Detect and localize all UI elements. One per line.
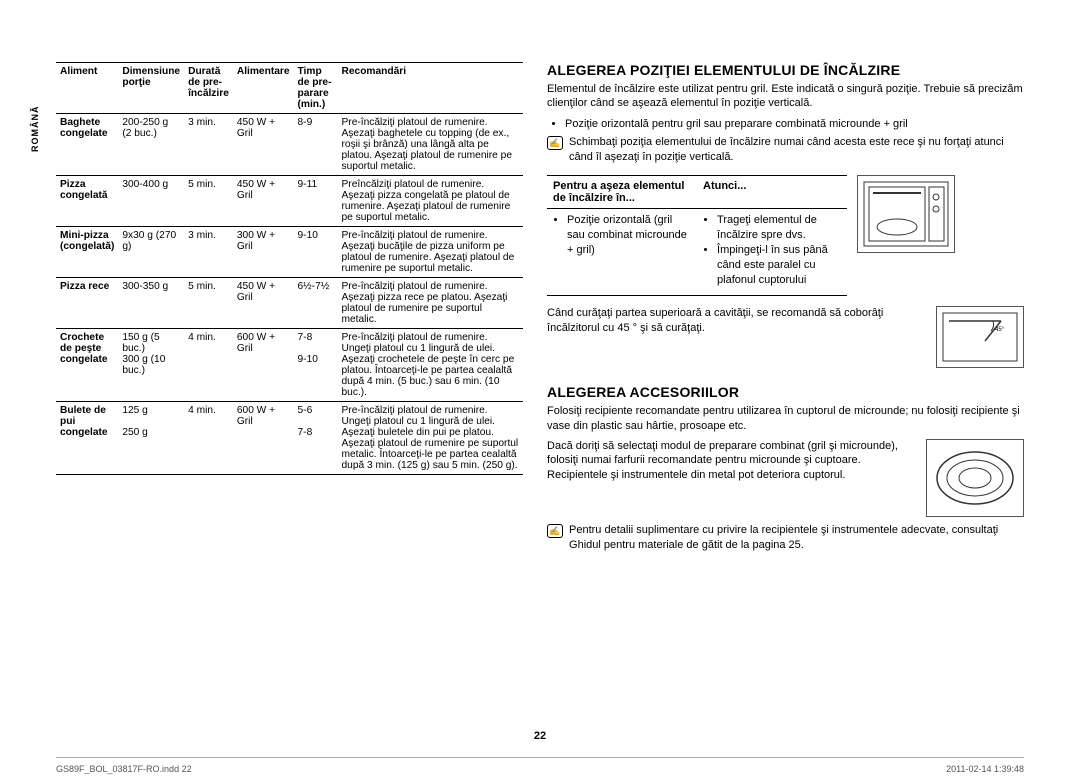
th-rec: Recomandări [338,63,524,114]
plate-diagram-icon [926,439,1024,517]
table-cell: 5 min. [184,278,233,329]
table-cell: Pre-încălziţi platoul de rumenire. Aşeza… [338,278,524,329]
footer-divider [56,757,1024,758]
table-cell: 150 g (5 buc.) 300 g (10 buc.) [118,329,184,402]
th-dur: Durată de pre-încălzire [184,63,233,114]
table-cell: 125 g 250 g [118,402,184,475]
table-row: Bulete de pui congelate125 g 250 g4 min.… [56,402,523,475]
table-cell: 3 min. [184,227,233,278]
th-time: Timp de pre-parare (min.) [294,63,338,114]
angle-diagram-icon: 45° [936,306,1024,368]
table-cell: Pizza congelată [56,176,118,227]
table-cell: 450 W + Gril [233,114,294,176]
table-cell: 9x30 g (270 g) [118,227,184,278]
table-cell: Bulete de pui congelate [56,402,118,475]
table-row: Pizza rece300-350 g5 min.450 W + Gril6½-… [56,278,523,329]
section1-p1: Elementul de încălzire este utilizat pen… [547,82,1024,111]
table-cell: 6½-7½ [294,278,338,329]
table-cell: 8-9 [294,114,338,176]
table-cell: 600 W + Gril [233,329,294,402]
table-cell: Pre-încălziţi platoul de rumenire. Ungeţ… [338,402,524,475]
section2-p2: Dacă doriţi să selectaţi modul de prepar… [547,439,916,482]
table-cell: Pre-încălziţi platoul de rumenire. Aşeza… [338,227,524,278]
section2-p1: Folosiţi recipiente recomandate pentru u… [547,404,1024,433]
pos-c2a: Trageţi elementul de încălzire spre dvs. [717,213,841,243]
microwave-diagram-icon [857,175,955,253]
table-cell: Mini-pizza (congelată) [56,227,118,278]
section1-bullet: Poziţie orizontală pentru gril sau prepa… [565,117,1024,132]
table-cell: Pre-încălziţi platoul de rumenire. Ungeţ… [338,329,524,402]
position-table: Pentru a aşeza elementul de încălzire în… [547,175,847,296]
table-cell: 450 W + Gril [233,278,294,329]
table-cell: Baghete congelate [56,114,118,176]
side-language-label: ROMÂNĂ [30,106,40,153]
table-row: Pizza congelată300-400 g5 min.450 W + Gr… [56,176,523,227]
footer-left: GS89F_BOL_03817F-RO.indd 22 [56,764,192,774]
table-cell: Preîncălziţi platoul de rumenire. Aşezaţ… [338,176,524,227]
table-cell: 300 W + Gril [233,227,294,278]
table-cell: 5 min. [184,176,233,227]
pos-th2: Atunci... [697,176,847,209]
section2-note: Pentru detalii suplimentare cu privire l… [569,523,1024,553]
note-icon: ✍ [547,524,563,538]
table-cell: 5-6 7-8 [294,402,338,475]
table-cell: Pre-încălziţi platoul de rumenire. Aşeza… [338,114,524,176]
pos-th1: Pentru a aşeza elementul de încălzire în… [547,176,697,209]
th-power: Alimentare [233,63,294,114]
pos-c1: Poziţie orizontală (gril sau combinat mi… [567,213,691,258]
table-cell: Pizza rece [56,278,118,329]
table-cell: Crochete de peşte congelate [56,329,118,402]
section1-note: Schimbaţi poziţia elementului de încălzi… [569,135,1024,165]
table-cell: 300-400 g [118,176,184,227]
table-row: Baghete congelate200-250 g (2 buc.)3 min… [56,114,523,176]
table-cell: 450 W + Gril [233,176,294,227]
pos-c2b: Împingeţi-l în sus până când este parale… [717,243,841,288]
section2-title: ALEGEREA ACCESORIILOR [547,384,1024,400]
note-icon: ✍ [547,136,563,150]
table-cell: 600 W + Gril [233,402,294,475]
th-dim: Dimensiune porţie [118,63,184,114]
page-number: 22 [0,730,1080,742]
section1-title: ALEGEREA POZIŢIEI ELEMENTULUI DE ÎNCĂLZI… [547,62,1024,78]
table-cell: 9-10 [294,227,338,278]
table-cell: 200-250 g (2 buc.) [118,114,184,176]
table-row: Mini-pizza (congelată)9x30 g (270 g)3 mi… [56,227,523,278]
table-cell: 4 min. [184,329,233,402]
table-cell: 3 min. [184,114,233,176]
table-cell: 9-11 [294,176,338,227]
footer-right: 2011-02-14 1:39:48 [946,764,1024,774]
svg-text:45°: 45° [995,327,1005,333]
table-cell: 300-350 g [118,278,184,329]
food-table: Aliment Dimensiune porţie Durată de pre-… [56,62,523,475]
th-food: Aliment [56,63,118,114]
table-cell: 7-8 9-10 [294,329,338,402]
table-row: Crochete de peşte congelate150 g (5 buc.… [56,329,523,402]
table-cell: 4 min. [184,402,233,475]
clean-text: Când curăţaţi partea superioară a cavită… [547,306,926,336]
